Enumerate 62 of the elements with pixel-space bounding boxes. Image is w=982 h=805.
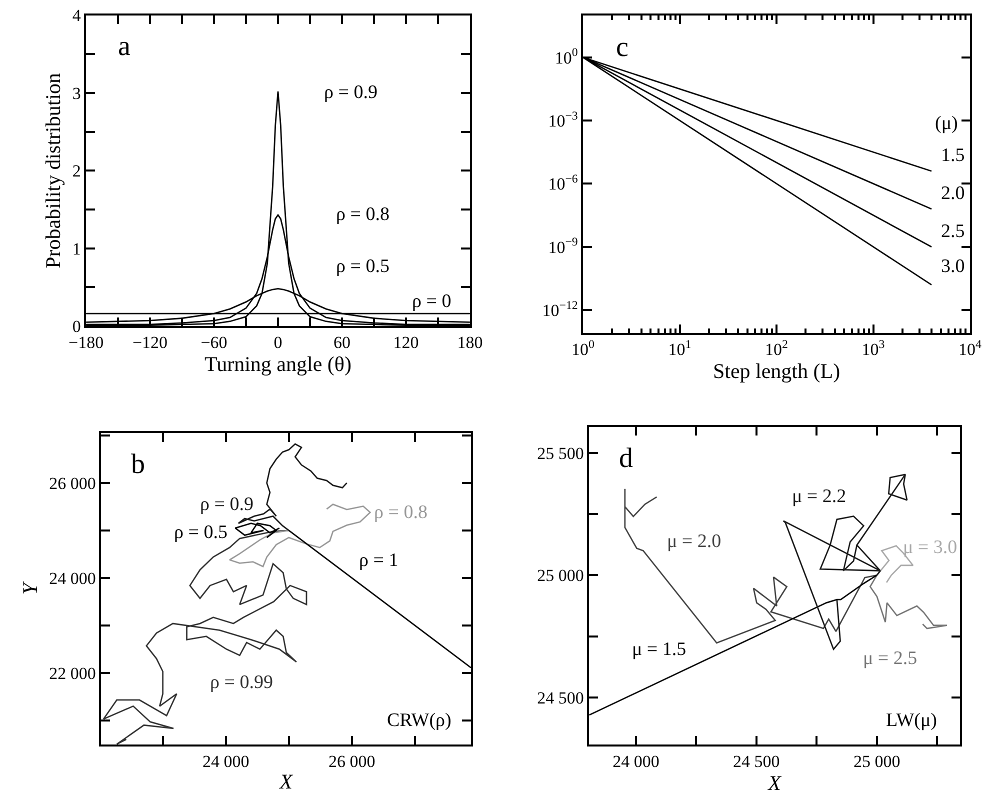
x-tick-label: 10$^{1}$ xyxy=(668,337,692,360)
y-axis-title: Probability distribution xyxy=(41,72,66,268)
series-label: ρ = 0.5 xyxy=(174,522,228,543)
x-axis-title: Step length (L) xyxy=(712,359,840,384)
y-tick-label: 1 xyxy=(72,239,81,258)
y-tick-label: 22 000 xyxy=(49,664,96,683)
x-tick-label: 24 000 xyxy=(202,752,250,771)
annotation: CRW(ρ) xyxy=(387,710,452,731)
x-tick-label: 10$^{3}$ xyxy=(862,337,885,360)
x-tick-label: −60 xyxy=(200,333,228,352)
series-label: μ = 2.0 xyxy=(667,531,722,552)
y-tick-label: 0 xyxy=(72,316,81,336)
y-tick-label: 24 000 xyxy=(49,568,96,588)
text: c xyxy=(616,32,628,63)
y-tick-label: 25 500 xyxy=(537,444,584,463)
x-axis-title: X xyxy=(278,769,294,794)
y-tick-label: 10$^{−12}$ xyxy=(542,298,578,320)
x-tick-label: 26 000 xyxy=(328,752,376,771)
y-tick-label: 26 000 xyxy=(49,474,96,493)
x-tick-label: 10$^{2}$ xyxy=(765,337,788,360)
x-tick-label: 180 xyxy=(457,333,483,352)
series-label: ρ = 0.9 xyxy=(200,494,254,515)
text: d xyxy=(619,443,633,474)
legend-label: 3.0 xyxy=(941,256,965,277)
x-axis-title: Turning angle (θ) xyxy=(204,352,352,376)
series-label: ρ = 0.8 xyxy=(374,502,428,523)
series-label: ρ = 0.5 xyxy=(336,256,390,277)
legend-label: ρ = 0 xyxy=(412,291,452,312)
y-tick-label: 10$^{0}$ xyxy=(554,45,578,68)
text: ρ = 0.8 xyxy=(336,204,390,225)
series-label: ρ = 0.99 xyxy=(210,672,273,693)
x-tick-label: −120 xyxy=(132,333,168,352)
series-label: μ = 2.2 xyxy=(792,486,846,507)
annotation: LW(μ) xyxy=(886,710,937,731)
y-tick-label: 10$^{−6}$ xyxy=(548,171,578,194)
x-tick-label: 24 500 xyxy=(733,752,780,771)
y-tick-label: 4 xyxy=(72,6,82,26)
y-axis-title: Y xyxy=(18,580,42,595)
series-label: ρ = 1 xyxy=(359,550,398,571)
legend-title: (μ) xyxy=(935,113,958,134)
x-tick-label: 10$^{4}$ xyxy=(958,337,982,360)
y-tick-label: 2 xyxy=(72,162,81,181)
x-tick-label: 25 000 xyxy=(854,752,900,771)
series-label: 1.5 xyxy=(941,145,965,166)
series-label: 2.5 xyxy=(941,221,965,242)
x-axis-title: X xyxy=(767,770,782,795)
text: a xyxy=(118,31,131,62)
text: b xyxy=(131,449,145,480)
series-label: μ = 2.5 xyxy=(863,648,918,669)
x-tick-label: 60 xyxy=(333,333,350,352)
y-tick-label: 10$^{−9}$ xyxy=(548,234,578,257)
x-tick-label: 0 xyxy=(274,333,282,352)
x-tick-label: 24 000 xyxy=(612,752,660,771)
x-tick-label: −180 xyxy=(68,333,104,352)
legend-label: 2.0 xyxy=(941,183,965,204)
series-label: μ = 1.5 xyxy=(632,639,686,660)
y-tick-label: 25 000 xyxy=(537,566,584,586)
x-tick-label: 120 xyxy=(393,333,419,352)
y-tick-label: 10$^{−3}$ xyxy=(548,108,578,130)
text: ρ = 0.9 xyxy=(324,82,378,103)
y-tick-label: 24 500 xyxy=(537,688,584,708)
y-tick-label: 3 xyxy=(72,84,81,103)
